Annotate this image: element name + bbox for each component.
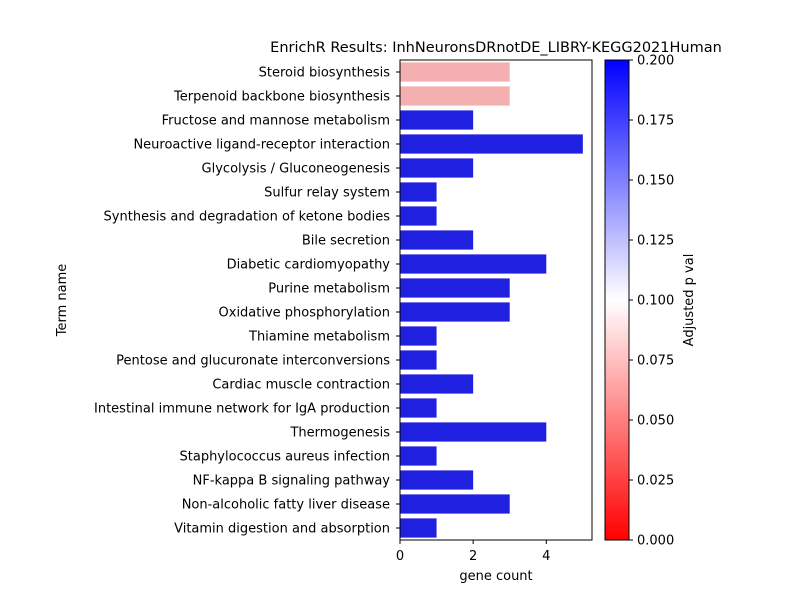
colorbar-label: Adjusted p val (682, 254, 697, 347)
bar (400, 422, 547, 442)
x-axis-ticks: 0 2 4 (396, 540, 550, 564)
y-tick-label: Synthesis and degradation of ketone bodi… (104, 210, 391, 225)
bar (400, 350, 437, 370)
bar (400, 254, 547, 274)
y-tick-label: Non-alcoholic fatty liver disease (182, 498, 390, 513)
bar (400, 470, 474, 490)
y-tick-label: Oxidative phosphorylation (219, 306, 390, 321)
colorbar-tick-label: 0.050 (637, 414, 674, 429)
bar (400, 86, 510, 106)
bar (400, 206, 437, 226)
colorbar-tick-label: 0.125 (637, 234, 674, 249)
category-labels: Steroid biosynthesis Terpenoid backbone b… (94, 66, 400, 537)
y-tick-label: Steroid biosynthesis (259, 66, 391, 81)
y-tick-label: Diabetic cardiomyopathy (227, 258, 391, 273)
colorbar-ticks: 0.000 0.025 0.050 0.075 0.100 0.125 0.150 0.175… (629, 54, 674, 549)
bar (400, 398, 437, 418)
y-tick-label: Pentose and glucuronate interconversions (116, 354, 390, 369)
bar (400, 278, 510, 298)
y-tick-label: Glycolysis / Gluconeogenesis (202, 162, 391, 177)
bar (400, 326, 437, 346)
y-tick-label: Sulfur relay system (264, 186, 390, 201)
bar (400, 374, 474, 394)
bar (400, 230, 474, 250)
bar (400, 446, 437, 466)
chart-title: EnrichR Results: InhNeuronsDRnotDE_LIBRY… (270, 40, 722, 56)
x-tick-label: 2 (469, 549, 477, 564)
y-tick-label: Purine metabolism (268, 282, 390, 297)
y-tick-label: Staphylococcus aureus infection (180, 450, 391, 465)
bar (400, 134, 583, 154)
bar (400, 62, 510, 82)
bar (400, 518, 437, 538)
y-tick-label: Terpenoid backbone biosynthesis (173, 90, 390, 105)
y-tick-label: NF-kappa B signaling pathway (193, 474, 391, 489)
colorbar (604, 59, 630, 541)
y-tick-label: Vitamin digestion and absorption (174, 522, 390, 537)
bar (400, 158, 474, 178)
x-axis-label: gene count (459, 569, 532, 584)
colorbar-tick-label: 0.075 (637, 354, 674, 369)
y-tick-label: Fructose and mannose metabolism (162, 114, 390, 129)
colorbar-tick-label: 0.000 (637, 534, 674, 549)
y-axis-label: Term name (55, 264, 70, 338)
y-tick-label: Bile secretion (302, 234, 390, 249)
bar (400, 110, 474, 130)
bar-group (400, 62, 583, 538)
bar (400, 182, 437, 202)
colorbar-tick-label: 0.200 (637, 54, 674, 69)
y-tick-label: Neuroactive ligand-receptor interaction (133, 138, 390, 153)
plot-area-frame (399, 59, 593, 541)
colorbar-tick-label: 0.025 (637, 474, 674, 489)
bar (400, 494, 510, 514)
y-tick-label: Thiamine metabolism (248, 330, 390, 345)
x-tick-label: 4 (542, 549, 550, 564)
y-tick-label: Thermogenesis (289, 426, 390, 441)
colorbar-tick-label: 0.175 (637, 114, 674, 129)
bar (400, 302, 510, 322)
y-tick-label: Cardiac muscle contraction (212, 378, 390, 393)
y-tick-label: Intestinal immune network for IgA produc… (94, 402, 390, 417)
x-tick-label: 0 (396, 549, 404, 564)
colorbar-tick-label: 0.150 (637, 174, 674, 189)
colorbar-tick-label: 0.100 (637, 294, 674, 309)
